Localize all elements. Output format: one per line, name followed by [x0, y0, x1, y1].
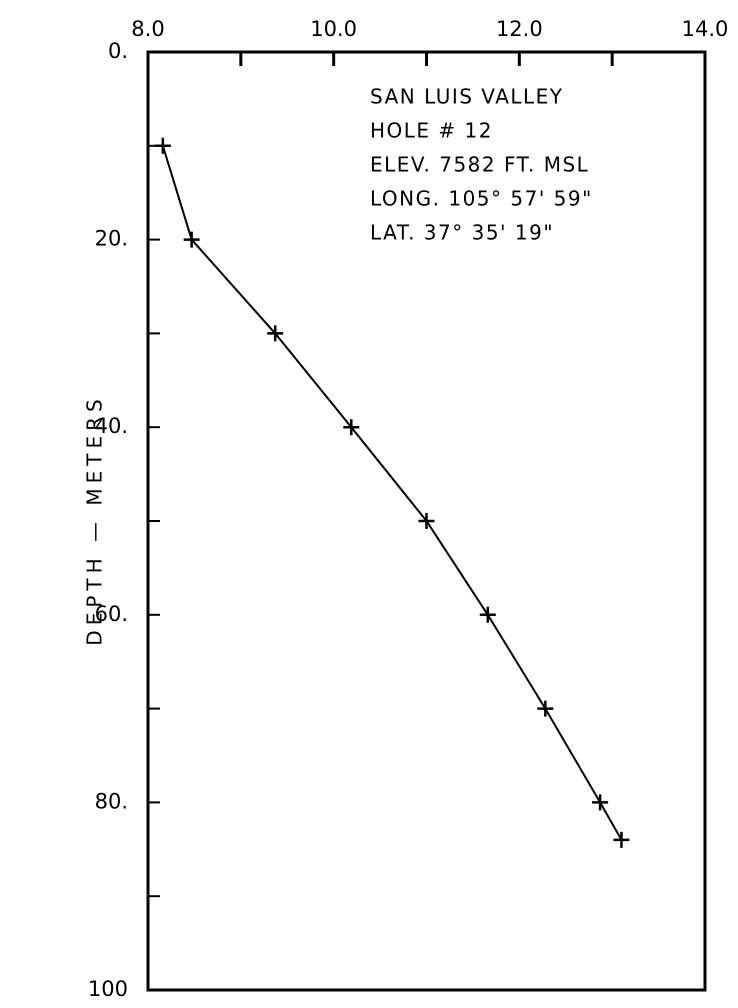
y-axis-title: DEPTH — METERS — [83, 394, 107, 645]
profile-line — [161, 145, 623, 841]
point-marker — [537, 700, 554, 717]
y-tick-label: 40. — [95, 414, 128, 438]
y-tick-label: 80. — [95, 789, 128, 813]
x-tick-label: 12.0 — [496, 17, 543, 41]
annotation: ELEV. 7582 FT. MSL — [370, 153, 589, 177]
y-tick-label: 0. — [108, 39, 128, 63]
point-marker — [183, 231, 200, 248]
x-tick-label: 14.0 — [682, 17, 729, 41]
y-tick-label: 100 — [88, 977, 128, 1001]
annotation: LAT. 37° 35' 19" — [370, 221, 554, 245]
point-marker — [154, 137, 171, 154]
x-tick-label: 8.0 — [131, 17, 164, 41]
y-tick-label: 20. — [95, 227, 128, 251]
annotation: LONG. 105° 57' 59" — [370, 187, 593, 211]
y-tick-label: 60. — [95, 602, 128, 626]
point-marker — [479, 606, 496, 623]
point-marker — [418, 513, 435, 529]
point-marker — [267, 325, 284, 342]
point-marker — [592, 794, 609, 811]
annotation: HOLE # 12 — [370, 119, 493, 143]
point-marker — [343, 419, 360, 436]
point-marker — [613, 831, 630, 848]
x-tick-label: 10.0 — [310, 17, 357, 41]
annotation: SAN LUIS VALLEY — [370, 85, 564, 109]
